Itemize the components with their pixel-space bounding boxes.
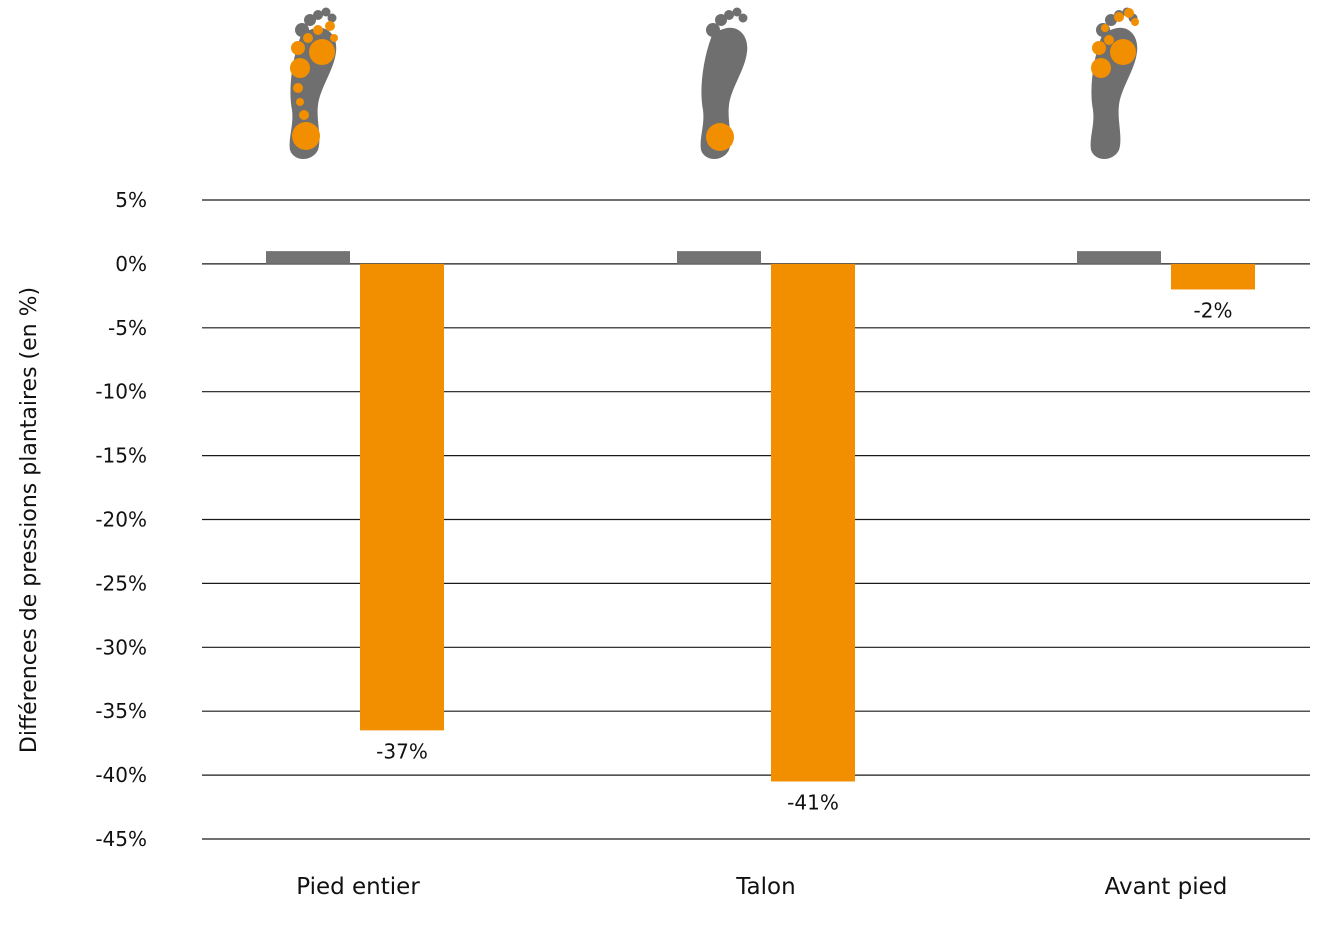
- pressure-dot: [1110, 39, 1136, 65]
- toe-shape: [321, 7, 331, 17]
- y-tick-label: -45%: [95, 827, 147, 851]
- x-category-label: Avant pied: [1105, 874, 1228, 900]
- y-tick-label: -15%: [95, 444, 147, 468]
- y-tick-label: 5%: [115, 188, 147, 212]
- pressure-dot: [313, 25, 323, 35]
- x-category-label: Talon: [735, 874, 795, 900]
- pressure-dot: [292, 122, 320, 150]
- pressure-dot: [303, 33, 313, 43]
- pressure-dot: [1114, 12, 1124, 22]
- toe-shape: [295, 23, 309, 37]
- pressure-dot: [325, 21, 335, 31]
- difference-bar: [360, 263, 444, 731]
- y-tick-label: 0%: [115, 252, 147, 276]
- pressure-dot: [330, 34, 338, 42]
- reference-bar: [1077, 251, 1161, 264]
- data-label: -37%: [376, 739, 428, 763]
- toe-shape: [706, 23, 720, 37]
- pressure-dot: [1131, 18, 1139, 26]
- pressure-dot: [290, 58, 310, 78]
- y-tick-label: -40%: [95, 763, 147, 787]
- difference-bar: [1171, 263, 1255, 290]
- pressure-dot: [296, 98, 304, 106]
- difference-bar: [771, 263, 855, 782]
- data-label: -2%: [1194, 298, 1233, 322]
- pressure-dot: [1091, 58, 1111, 78]
- toe-shape: [313, 10, 323, 20]
- y-tick-label: -25%: [95, 571, 147, 595]
- y-tick-label: -30%: [95, 635, 147, 659]
- pressure-dot: [1101, 24, 1109, 32]
- toe-shape: [715, 14, 727, 26]
- pressure-dot: [1104, 35, 1114, 45]
- pressure-dot: [309, 39, 335, 65]
- reference-bar: [677, 251, 761, 264]
- pressure-dot: [1124, 8, 1134, 18]
- pressure-dot: [299, 110, 309, 120]
- x-category-label: Pied entier: [296, 874, 420, 900]
- data-label: -41%: [787, 790, 839, 814]
- pressure-dot: [706, 123, 734, 151]
- y-tick-label: -20%: [95, 508, 147, 532]
- toe-shape: [304, 14, 316, 26]
- toe-shape: [738, 13, 748, 23]
- reference-bar: [266, 251, 350, 264]
- toe-shape: [327, 13, 337, 23]
- y-axis-title: Différences de pressions plantaires (en …: [17, 287, 42, 753]
- y-tick-label: -5%: [108, 316, 147, 340]
- footprint-heel-icon: [700, 7, 748, 160]
- y-tick-label: -35%: [95, 699, 147, 723]
- y-tick-label: -10%: [95, 380, 147, 404]
- pressure-dot: [1092, 41, 1106, 55]
- toe-shape: [724, 10, 734, 20]
- toe-shape: [732, 7, 742, 17]
- footprint-forefoot-icon: [1090, 7, 1139, 160]
- footprint-full-foot-icon: [289, 7, 338, 160]
- pressure-dot: [293, 83, 303, 93]
- pressure-dot: [291, 41, 305, 55]
